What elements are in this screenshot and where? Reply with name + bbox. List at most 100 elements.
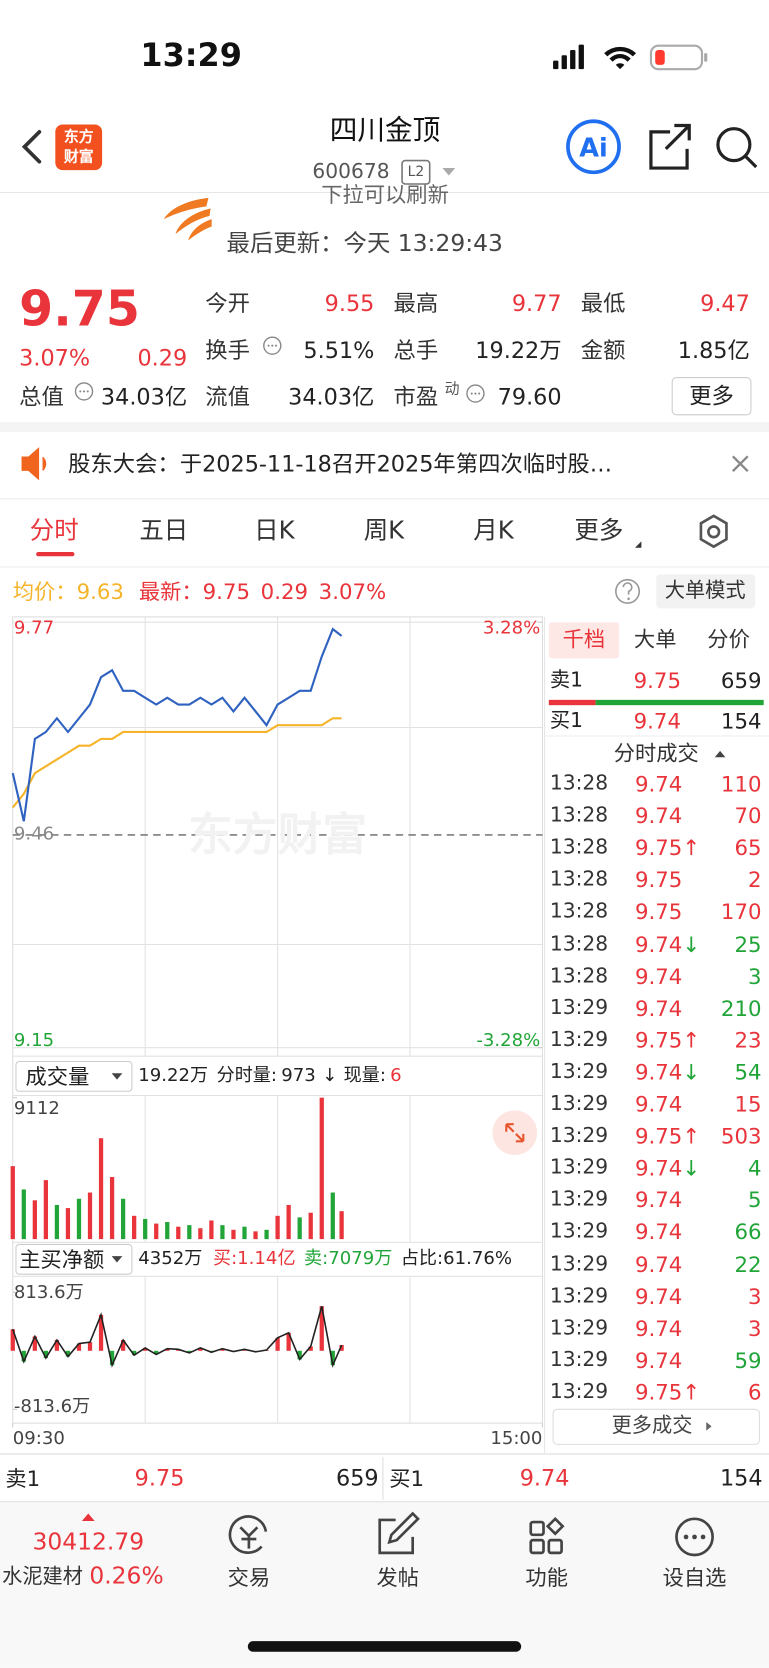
volume-selector[interactable] [15,1060,133,1092]
volume-info: 19.22万 分时量: 973 ↓ 现量: 6 [138,1067,401,1085]
stat-value: 19.22万 [475,337,562,364]
function-icon[interactable] [529,1516,565,1555]
post-icon[interactable] [378,1511,420,1555]
more-button[interactable] [671,377,752,416]
text: 最新： [138,578,203,605]
more-trades-label[interactable]: 更多成交 [611,1414,693,1438]
flow-selector-label[interactable]: 主买净额 [19,1246,105,1273]
text: 9.74 [634,1251,683,1277]
more-trades-button[interactable] [552,1408,760,1445]
volume-tick-label: 9112 [13,1098,60,1120]
flow-bar [21,1350,26,1362]
trade-price: 9.74 [635,1253,682,1274]
help-button[interactable] [615,578,641,604]
stat-label: 换手 [205,337,250,364]
tab[interactable]: 五日 [139,517,189,546]
stat-label: 总手 [393,337,439,364]
text: 9.74 [634,1091,683,1117]
index-name: 水泥建材 [2,1565,83,1589]
flow-bar [65,1350,71,1357]
tab[interactable]: 周K [363,517,405,546]
mode-button-label[interactable]: 大单模式 [664,579,746,603]
trade-volume: 54 [734,1059,762,1085]
volume-bar [209,1220,214,1240]
book-tab[interactable]: 分价 [707,626,750,652]
change: 0.29 [137,345,188,371]
search-button[interactable] [716,127,758,169]
tab[interactable]: 日K [254,517,295,546]
x-tick-label: 09:30 [12,1427,65,1450]
stat-value: 5.51% [303,337,375,364]
text: 9.75 [634,899,683,925]
stat-value: 34.03亿 [100,384,188,411]
text: 9.74 [634,1059,683,1085]
tab[interactable]: 月K [473,517,514,546]
expand-button[interactable] [492,1110,538,1156]
y-tick-label: 9.77 [13,617,55,639]
tab[interactable]: 分时 [29,517,79,546]
text: 现量: [343,1065,386,1087]
text: ↑ [682,1379,701,1405]
share-button[interactable] [649,123,691,170]
index-arrow [81,1513,95,1521]
trade-icon[interactable] [228,1515,268,1554]
trade-price: 9.74 ↓ [635,933,700,954]
tab-highlight [548,622,620,659]
back-button[interactable] [21,130,42,164]
stat-value: 9.47 [700,290,750,317]
book-tab[interactable]: 千档 [562,626,606,652]
trade-time: 13:29 [549,1347,609,1372]
trade-volume: 22 [734,1251,762,1277]
text: ↓ [682,1059,701,1085]
trade-time: 13:29 [549,1251,609,1276]
book-label: 买1 [549,708,583,733]
text: 9.74 [634,1283,683,1309]
mode-button[interactable] [656,574,756,609]
code-dropdown[interactable] [442,168,456,176]
settings-button[interactable] [699,514,728,549]
more-button-label[interactable]: 更多 [689,383,734,409]
trade-volume: 3 [748,963,762,989]
nav-label[interactable]: 功能 [525,1564,568,1591]
flow-bar [10,1329,15,1351]
volume-selector-label[interactable]: 成交量 [25,1063,90,1090]
volume-bar [120,1198,126,1240]
text: 9.75 [634,1027,683,1053]
trade-volume: 4 [748,1155,762,1181]
flow-selector[interactable] [15,1243,133,1275]
stat-label: 金额 [580,337,626,364]
volume-bar [98,1138,104,1240]
notice-close[interactable] [732,455,749,473]
text: 9.74 [634,1187,683,1213]
notice-icon [21,447,47,481]
text: ↑ [682,1123,701,1149]
volume-bar [253,1231,258,1240]
flow-line [12,1306,343,1368]
collapse-arrow [714,750,726,758]
ai-button[interactable] [566,119,621,175]
nav-label[interactable]: 交易 [227,1564,271,1591]
nav-label[interactable]: 发帖 [376,1564,420,1591]
flow-bar [339,1345,344,1351]
stat-value: 9.77 [511,290,562,317]
stat-value: 1.85亿 [677,337,750,364]
trade-price: 9.74 [635,1317,682,1338]
flow-bar [143,1347,148,1351]
nav-background [0,1502,769,1668]
stat-label: 市盈 [393,384,439,411]
trade-time: 13:29 [549,995,609,1020]
book-price: 9.75 [633,667,681,694]
trade-price: 9.74 [635,1285,682,1306]
flow-bar [220,1348,225,1351]
ai-label[interactable]: Ai [579,132,608,163]
book-tab[interactable]: 大单 [633,626,677,652]
status-time: 13:29 [140,37,242,75]
watchlist-icon[interactable] [675,1517,714,1557]
flow-bar [87,1342,93,1351]
status-icons [553,44,708,71]
nav-label[interactable]: 设自选 [662,1564,727,1591]
x-tick-label: 15:00 [490,1427,543,1450]
stat-label: 最低 [580,290,626,317]
tab[interactable]: 更多 [574,517,624,546]
trade-time: 13:28 [549,963,609,988]
